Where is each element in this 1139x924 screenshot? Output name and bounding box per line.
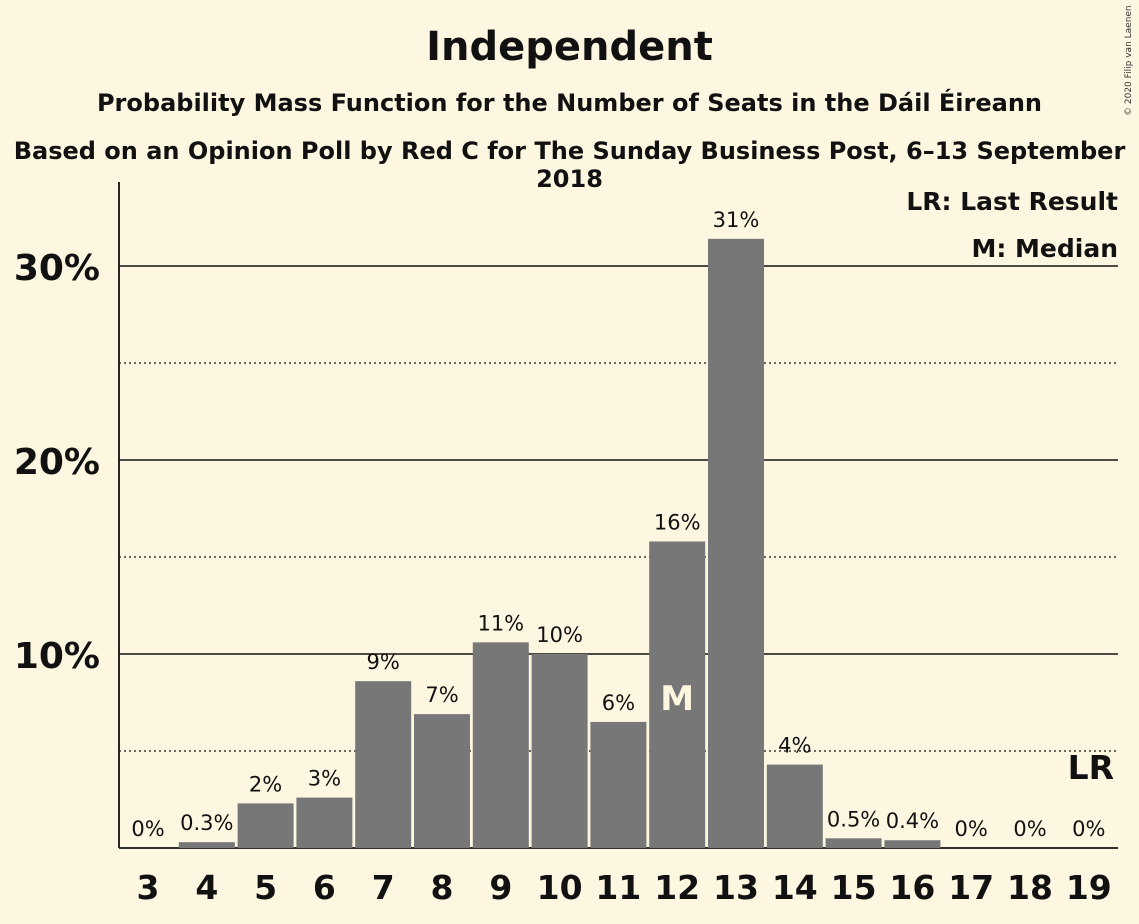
x-tick-label-13: 13	[713, 868, 759, 907]
data-label-seat-10: 10%	[536, 623, 583, 647]
data-label-seat-19: 0%	[1072, 817, 1105, 841]
legend-last-result: LR: Last Result	[906, 187, 1118, 216]
data-label-seat-14: 4%	[778, 734, 811, 758]
label-layer: 0% 3 0.3% 4 2% 5 3% 6 9% 7 7% 8 11% 9 10% 10 6% 11 16% 12 M 3…	[131, 208, 1114, 907]
data-label-seat-6: 3%	[308, 767, 341, 791]
bar-seat-16	[884, 840, 941, 848]
x-tick-label-18: 18	[1007, 868, 1053, 907]
x-tick-label-8: 8	[431, 868, 454, 907]
bar-seat-10	[531, 654, 588, 848]
x-tick-label-17: 17	[948, 868, 994, 907]
median-marker: M	[660, 679, 694, 719]
bar-seat-9	[472, 642, 529, 848]
x-tick-label-16: 16	[889, 868, 935, 907]
x-tick-label-9: 9	[489, 868, 512, 907]
data-label-seat-12: 16%	[654, 510, 701, 534]
data-label-seat-3: 0%	[131, 817, 164, 841]
bar-seat-4	[178, 842, 235, 848]
data-label-seat-13: 31%	[713, 208, 760, 232]
x-tick-label-15: 15	[831, 868, 877, 907]
bar-seat-12	[649, 541, 706, 848]
y-tick-label: 10%	[14, 636, 100, 677]
chart-title: Independent	[426, 24, 713, 70]
x-tick-label-12: 12	[654, 868, 700, 907]
x-tick-label-5: 5	[254, 868, 277, 907]
x-tick-label-4: 4	[195, 868, 218, 907]
bar-seat-5	[237, 803, 294, 848]
x-tick-label-11: 11	[595, 868, 641, 907]
legend-median: M: Median	[971, 234, 1118, 263]
bar-layer	[178, 238, 941, 849]
data-label-seat-7: 9%	[367, 650, 400, 674]
bar-seat-14	[766, 764, 823, 848]
last-result-marker: LR	[1068, 748, 1114, 787]
chart-source: Based on an Opinion Poll by Red C for Th…	[13, 137, 1126, 193]
x-tick-label-19: 19	[1066, 868, 1112, 907]
x-tick-label-10: 10	[537, 868, 583, 907]
data-label-seat-8: 7%	[425, 683, 458, 707]
bar-seat-11	[590, 721, 647, 848]
data-label-seat-17: 0%	[955, 817, 988, 841]
y-tick-label: 30%	[14, 248, 100, 289]
data-label-seat-15: 0.5%	[827, 807, 880, 831]
bar-seat-7	[355, 681, 412, 848]
bar-seat-13	[708, 238, 764, 849]
y-tick-label: 20%	[14, 442, 100, 483]
data-label-seat-9: 11%	[477, 611, 524, 635]
data-label-seat-4: 0.3%	[180, 811, 233, 835]
x-tick-label-6: 6	[313, 868, 336, 907]
x-tick-label-7: 7	[372, 868, 395, 907]
bar-seat-8	[414, 714, 470, 848]
chart-subtitle: Probability Mass Function for the Number…	[96, 89, 1043, 117]
bar-seat-6	[296, 797, 353, 848]
x-tick-label-14: 14	[772, 868, 818, 907]
data-label-seat-5: 2%	[249, 772, 282, 796]
data-label-seat-11: 6%	[602, 691, 635, 715]
bar-seat-15	[825, 838, 882, 848]
data-label-seat-16: 0.4%	[886, 809, 939, 833]
data-label-seat-18: 0%	[1013, 817, 1046, 841]
x-tick-label-3: 3	[137, 868, 160, 907]
